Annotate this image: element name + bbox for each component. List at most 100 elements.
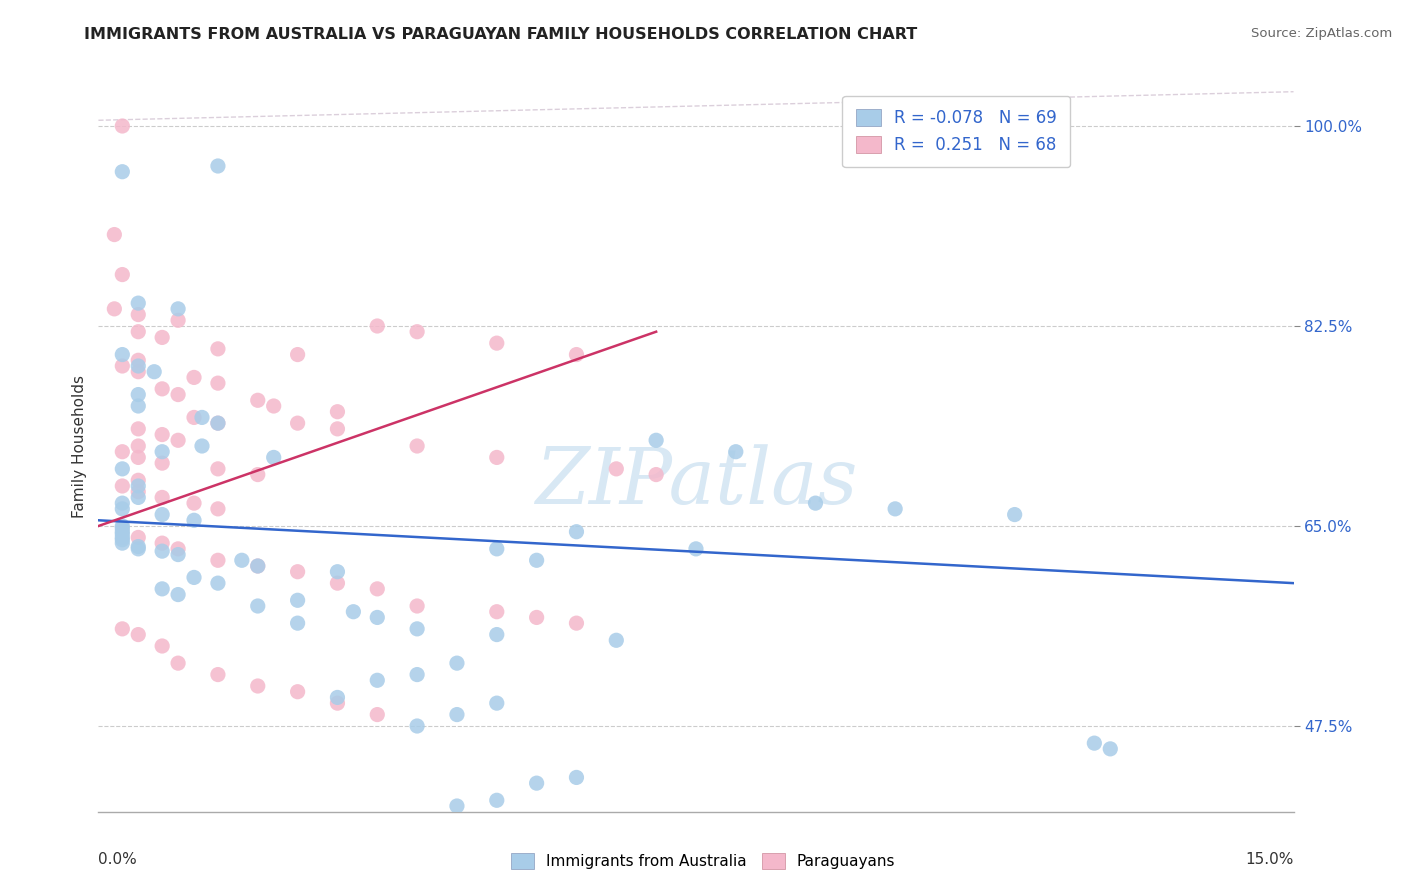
Point <box>366 582 388 596</box>
Point <box>127 308 149 322</box>
Point <box>127 439 149 453</box>
Point <box>111 347 134 362</box>
Point <box>1004 508 1026 522</box>
Point <box>645 467 668 482</box>
Point <box>446 799 468 814</box>
Point <box>127 353 149 368</box>
Point <box>191 439 214 453</box>
Point <box>150 444 173 458</box>
Point <box>127 484 149 499</box>
Point <box>207 416 229 430</box>
Point <box>485 605 508 619</box>
Point <box>111 501 134 516</box>
Point <box>103 227 125 242</box>
Point <box>111 444 134 458</box>
Point <box>406 719 429 733</box>
Point <box>207 159 229 173</box>
Point <box>191 410 214 425</box>
Point <box>207 576 229 591</box>
Point <box>645 434 668 448</box>
Point <box>366 610 388 624</box>
Point <box>1099 742 1122 756</box>
Point <box>485 696 508 710</box>
Point <box>183 496 205 510</box>
Point <box>485 627 508 641</box>
Point <box>111 622 134 636</box>
Point <box>127 387 149 401</box>
Point <box>150 582 173 596</box>
Point <box>406 667 429 681</box>
Point <box>207 553 229 567</box>
Point <box>685 541 707 556</box>
Text: Source: ZipAtlas.com: Source: ZipAtlas.com <box>1251 27 1392 40</box>
Text: 0.0%: 0.0% <box>98 852 138 867</box>
Text: 15.0%: 15.0% <box>1246 852 1294 867</box>
Point <box>111 268 134 282</box>
Point <box>287 616 309 631</box>
Point <box>406 599 429 613</box>
Point <box>127 530 149 544</box>
Point <box>605 633 627 648</box>
Legend: Immigrants from Australia, Paraguayans: Immigrants from Australia, Paraguayans <box>505 847 901 875</box>
Point <box>167 541 190 556</box>
Point <box>167 548 190 562</box>
Point <box>287 416 309 430</box>
Point <box>287 565 309 579</box>
Point <box>111 359 134 373</box>
Point <box>246 679 269 693</box>
Point <box>111 530 134 544</box>
Point <box>111 462 134 476</box>
Point <box>565 347 588 362</box>
Point <box>485 450 508 465</box>
Point <box>246 467 269 482</box>
Point <box>111 164 134 178</box>
Point <box>111 521 134 535</box>
Point <box>565 524 588 539</box>
Point <box>884 501 907 516</box>
Point <box>127 325 149 339</box>
Point <box>111 527 134 541</box>
Point <box>150 639 173 653</box>
Point <box>127 359 149 373</box>
Point <box>724 444 747 458</box>
Point <box>207 501 229 516</box>
Point <box>167 387 190 401</box>
Point <box>111 536 134 550</box>
Point <box>1083 736 1105 750</box>
Point <box>342 605 364 619</box>
Point <box>143 365 166 379</box>
Point <box>446 707 468 722</box>
Point <box>207 376 229 391</box>
Point <box>246 393 269 408</box>
Point <box>150 382 173 396</box>
Point <box>231 553 253 567</box>
Point <box>326 576 349 591</box>
Point <box>111 479 134 493</box>
Point <box>485 336 508 351</box>
Point <box>246 559 269 574</box>
Point <box>127 627 149 641</box>
Point <box>127 479 149 493</box>
Point <box>150 536 173 550</box>
Point <box>287 684 309 698</box>
Point <box>183 513 205 527</box>
Point <box>183 370 205 384</box>
Point <box>111 496 134 510</box>
Point <box>366 673 388 688</box>
Point <box>406 325 429 339</box>
Legend: R = -0.078   N = 69, R =  0.251   N = 68: R = -0.078 N = 69, R = 0.251 N = 68 <box>842 96 1070 168</box>
Point <box>565 616 588 631</box>
Point <box>446 656 468 670</box>
Point <box>167 313 190 327</box>
Point <box>150 427 173 442</box>
Point <box>565 771 588 785</box>
Point <box>127 473 149 487</box>
Point <box>167 588 190 602</box>
Point <box>287 347 309 362</box>
Point <box>263 399 285 413</box>
Point <box>111 119 134 133</box>
Point <box>127 450 149 465</box>
Point <box>526 553 548 567</box>
Point <box>167 434 190 448</box>
Point <box>263 450 285 465</box>
